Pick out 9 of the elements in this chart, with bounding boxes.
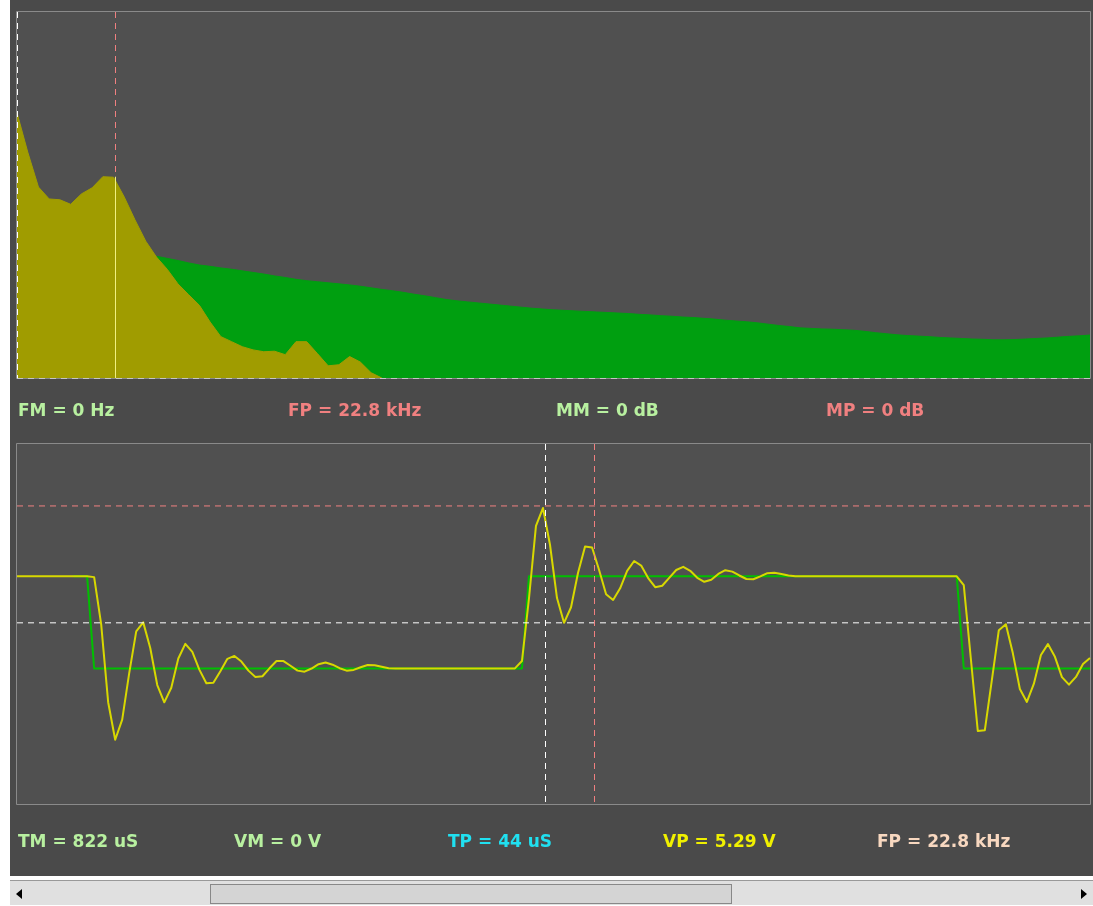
text: MM = 0 dB [556, 400, 659, 421]
text: FM = 0 Hz [18, 400, 115, 421]
text: TM = 822 uS [18, 831, 139, 852]
text: FP = 22.8 kHz [877, 831, 1011, 852]
text: VM = 0 V [234, 831, 322, 852]
text: VP = 5.29 V [663, 831, 777, 852]
text: MP = 0 dB [826, 400, 925, 421]
text: FP = 22.8 kHz [288, 400, 422, 421]
text: TP = 44 uS [448, 831, 553, 852]
